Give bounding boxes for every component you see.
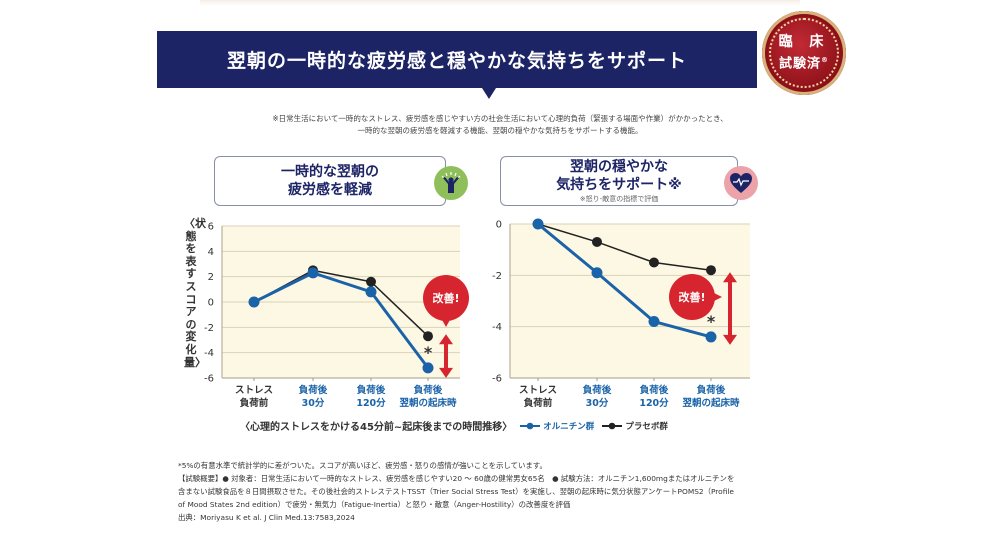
series-placebo-line bbox=[537, 223, 712, 271]
improvement-arrow-head-down bbox=[439, 367, 453, 378]
top-decor-line bbox=[200, 0, 800, 6]
x-tick-label: 30分 bbox=[586, 397, 609, 409]
legend-ornithine: オルニチン群 bbox=[520, 420, 594, 432]
y-tick-label: 4 bbox=[208, 247, 214, 258]
banner-pointer bbox=[482, 88, 496, 99]
legend-placebo-label: プラセボ群 bbox=[625, 421, 668, 432]
footer-line5: 出典：Moriyasu K et al. J Clin Med.13:7583,… bbox=[178, 513, 355, 522]
y-tick-label: -2 bbox=[204, 323, 214, 334]
improvement-bubble-tail bbox=[441, 318, 451, 327]
seal-ring bbox=[769, 18, 839, 88]
page-title: 翌朝の一時的な疲労感と穏やかな気持ちをサポート bbox=[226, 50, 687, 72]
significance-star: * bbox=[707, 312, 716, 331]
note-line1: ※日常生活において一時的なストレス、疲労感を感じやすい方の社会生活において心理的… bbox=[272, 114, 728, 123]
heart-pulse-icon bbox=[724, 166, 758, 200]
series-placebo-point bbox=[592, 236, 602, 247]
y-tick-label: 2 bbox=[208, 272, 214, 283]
note-line2: 一時的な翌朝の疲労感を軽減する機能、翌朝の穏やかな気持ちをサポートする機能。 bbox=[357, 126, 643, 135]
series-ornithine-line bbox=[537, 222, 712, 339]
y-tick-label: -6 bbox=[492, 374, 502, 385]
x-tick-label: 翌朝の起床時 bbox=[682, 397, 740, 409]
header-banner: 翌朝の一時的な疲労感と穏やかな気持ちをサポート bbox=[157, 31, 757, 88]
series-placebo-point bbox=[423, 331, 433, 342]
y-tick-label: 6 bbox=[208, 222, 214, 233]
legend-ornithine-label: オルニチン群 bbox=[543, 421, 595, 432]
person-cheering-icon bbox=[434, 166, 468, 200]
clinically-tested-seal: 臨 床 試験済® bbox=[762, 11, 846, 95]
x-tick-label: 翌朝の起床時 bbox=[399, 397, 457, 409]
improvement-bubble-tail bbox=[712, 292, 722, 302]
improvement-arrow-head-down bbox=[723, 334, 737, 345]
footer-line3: 含まない試験食品を８日間摂取させた。その後社会的ストレステストTSST（Trie… bbox=[178, 487, 734, 496]
significance-star: * bbox=[424, 343, 433, 362]
series-ornithine-point bbox=[422, 362, 434, 374]
card-calm-sub: ※怒り-敵意の指標で評価 bbox=[579, 195, 659, 203]
series-ornithine-point bbox=[307, 267, 319, 279]
card-calm-line2: 気持ちをサポート※ bbox=[556, 177, 682, 193]
x-tick-label: ストレス bbox=[235, 385, 273, 396]
card-calm: 翌朝の穏やかな 気持ちをサポート※ ※怒り-敵意の指標で評価 bbox=[500, 156, 738, 206]
series-ornithine-point bbox=[705, 331, 717, 343]
card-calm-line1: 翌朝の穏やかな bbox=[570, 159, 668, 175]
improvement-arrow-head-up bbox=[439, 334, 453, 345]
improvement-bubble bbox=[423, 275, 469, 321]
x-tick-label: 30分 bbox=[302, 397, 325, 409]
legend-placebo: プラセボ群 bbox=[602, 420, 668, 432]
series-ornithine-point bbox=[532, 218, 544, 230]
card-fatigue-line2: 疲労感を軽減 bbox=[288, 182, 372, 198]
x-tick-label: 120分 bbox=[356, 397, 386, 409]
x-tick-label: 負荷後 bbox=[583, 384, 612, 396]
footer-line2: 【試験概要】● 対象者：日常生活において一時的なストレス、疲労感を感じやすい20… bbox=[178, 474, 735, 483]
x-tick-label: 負荷後 bbox=[357, 384, 386, 396]
series-placebo-point bbox=[706, 265, 716, 276]
improvement-label: 改善! bbox=[678, 290, 705, 304]
y-tick-label: 0 bbox=[208, 298, 214, 309]
series-ornithine-point bbox=[591, 267, 603, 279]
legend-caption: 〈心理的ストレスをかける45分前~起床後までの時間推移〉 bbox=[240, 422, 513, 433]
chart-fatigue: 6420-2-4-6ストレス負荷前負荷後30分負荷後120分負荷後翌朝の起床時*… bbox=[204, 222, 469, 409]
x-tick-label: 負荷後 bbox=[299, 384, 328, 396]
x-tick-label: 負荷前 bbox=[240, 397, 269, 409]
series-placebo-point bbox=[366, 276, 376, 287]
y-tick-label: 0 bbox=[496, 220, 502, 231]
footer-notes: *5%の有意水準で統計学的に差がついた。スコアが高いほど、疲労感・怒りの感情が強… bbox=[178, 459, 778, 524]
improvement-label: 改善! bbox=[432, 291, 459, 305]
x-tick-label: 120分 bbox=[639, 397, 669, 409]
x-tick-label: 負荷前 bbox=[524, 397, 553, 409]
improvement-bubble bbox=[669, 274, 715, 320]
x-tick-label: ストレス bbox=[519, 385, 557, 396]
y-tick-label: -4 bbox=[492, 322, 502, 333]
x-tick-label: 負荷後 bbox=[640, 384, 669, 396]
series-ornithine-line bbox=[253, 271, 430, 369]
series-ornithine-point bbox=[248, 296, 260, 308]
series-placebo-point bbox=[649, 257, 659, 268]
x-tick-label: 負荷後 bbox=[697, 384, 726, 396]
legend: 〈心理的ストレスをかける45分前~起床後までの時間推移〉 オルニチン群 プラセボ… bbox=[240, 418, 668, 434]
card-fatigue-line1: 一時的な翌朝の bbox=[281, 164, 379, 180]
improvement-arrow-head-up bbox=[723, 272, 737, 283]
series-ornithine-point bbox=[648, 316, 660, 328]
x-tick-label: 負荷後 bbox=[414, 384, 443, 396]
y-tick-label: -6 bbox=[204, 374, 214, 385]
charts-svg: 6420-2-4-6ストレス負荷前負荷後30分負荷後120分負荷後翌朝の起床時*… bbox=[204, 218, 750, 409]
footer-line4: of Mood States 2nd edition）で疲労・無気力（Fatig… bbox=[178, 500, 571, 509]
y-tick-label: -4 bbox=[204, 348, 214, 359]
y-tick-label: -2 bbox=[492, 271, 502, 282]
footer-line1: *5%の有意水準で統計学的に差がついた。スコアが高いほど、疲労感・怒りの感情が強… bbox=[178, 461, 547, 470]
series-ornithine-point bbox=[365, 286, 377, 298]
